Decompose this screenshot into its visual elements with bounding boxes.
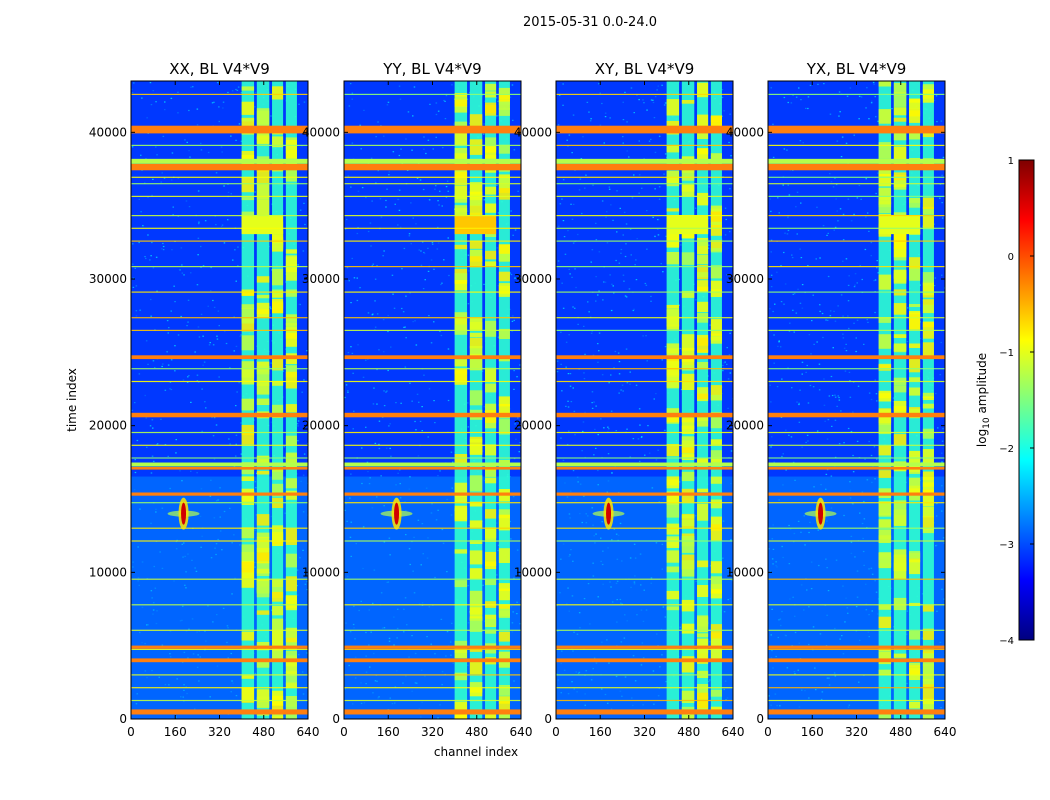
colorbar-tick-label: −2 — [999, 444, 1014, 455]
x-tick-label: 480 — [677, 725, 700, 739]
colorbar-tick-label: −3 — [999, 540, 1014, 551]
y-tick-label: 40000 — [302, 125, 340, 139]
x-tick-label: 320 — [421, 725, 444, 739]
colorbar-tick-label: −1 — [999, 348, 1014, 359]
y-tick-label: 40000 — [726, 125, 764, 139]
panel-title: YY, BL V4*V9 — [382, 60, 481, 78]
y-tick-label: 30000 — [514, 272, 552, 286]
y-tick-label: 20000 — [726, 419, 764, 433]
y-tick-label: 10000 — [514, 565, 552, 579]
x-tick-label: 0 — [127, 725, 135, 739]
figure-suptitle: 2015-05-31 0.0-24.0 — [523, 15, 657, 30]
heatmap-image — [131, 81, 308, 719]
x-tick-label: 160 — [801, 725, 824, 739]
y-tick-label: 30000 — [89, 272, 127, 286]
y-tick-label: 20000 — [302, 419, 340, 433]
x-tick-label: 160 — [377, 725, 400, 739]
x-tick-label: 480 — [465, 725, 488, 739]
y-axis-label: time index — [65, 368, 79, 432]
y-tick-label: 10000 — [726, 565, 764, 579]
x-tick-label: 640 — [297, 725, 320, 739]
x-tick-label: 480 — [252, 725, 275, 739]
y-tick-label: 0 — [332, 712, 340, 726]
y-tick-label: 0 — [756, 712, 764, 726]
x-tick-label: 640 — [722, 725, 745, 739]
colorbar-gradient — [1018, 159, 1035, 641]
x-tick-label: 320 — [845, 725, 868, 739]
colorbar-tick-label: −4 — [999, 636, 1014, 647]
y-tick-label: 10000 — [302, 565, 340, 579]
y-tick-label: 0 — [544, 712, 552, 726]
x-tick-label: 160 — [589, 725, 612, 739]
panel-2: XY, BL V4*V9 0 160 320 480 640 0 10000 20000 3000… — [514, 60, 745, 739]
x-tick-label: 480 — [889, 725, 912, 739]
y-tick-label: 30000 — [726, 272, 764, 286]
y-tick-label: 0 — [119, 712, 127, 726]
y-tick-label: 10000 — [89, 565, 127, 579]
x-tick-label: 320 — [633, 725, 656, 739]
y-tick-label: 30000 — [302, 272, 340, 286]
colorbar-label: log10 amplitude — [975, 353, 992, 447]
heatmap-image — [556, 81, 733, 719]
panel-1: YY, BL V4*V9 0 160 320 480 640 0 10000 20000 3000… — [302, 60, 533, 739]
panel-title: XY, BL V4*V9 — [595, 60, 695, 78]
x-tick-label: 640 — [510, 725, 533, 739]
panel-title: XX, BL V4*V9 — [169, 60, 270, 78]
x-tick-label: 160 — [164, 725, 187, 739]
x-tick-label: 320 — [208, 725, 231, 739]
colorbar: 1 0 −1 −2 −3 −4 log10 amplitude — [975, 156, 1035, 647]
heatmap-image — [344, 81, 521, 719]
x-axis-label: channel index — [434, 745, 518, 759]
y-tick-label: 20000 — [89, 419, 127, 433]
panel-title: YX, BL V4*V9 — [806, 60, 907, 78]
y-tick-label: 20000 — [514, 419, 552, 433]
x-tick-label: 0 — [552, 725, 560, 739]
y-tick-label: 40000 — [514, 125, 552, 139]
y-tick-label: 40000 — [89, 125, 127, 139]
heatmap-image — [768, 81, 945, 719]
x-tick-label: 0 — [764, 725, 772, 739]
colorbar-tick-label: 1 — [1008, 156, 1014, 167]
x-tick-label: 640 — [934, 725, 957, 739]
x-tick-label: 0 — [340, 725, 348, 739]
colorbar-tick-label: 0 — [1008, 252, 1014, 263]
panel-0: XX, BL V4*V9 0 160 320 480 640 0 10000 20000 3000… — [89, 60, 320, 739]
panel-3: YX, BL V4*V9 0 160 320 480 640 0 10000 20000 3000… — [726, 60, 957, 739]
